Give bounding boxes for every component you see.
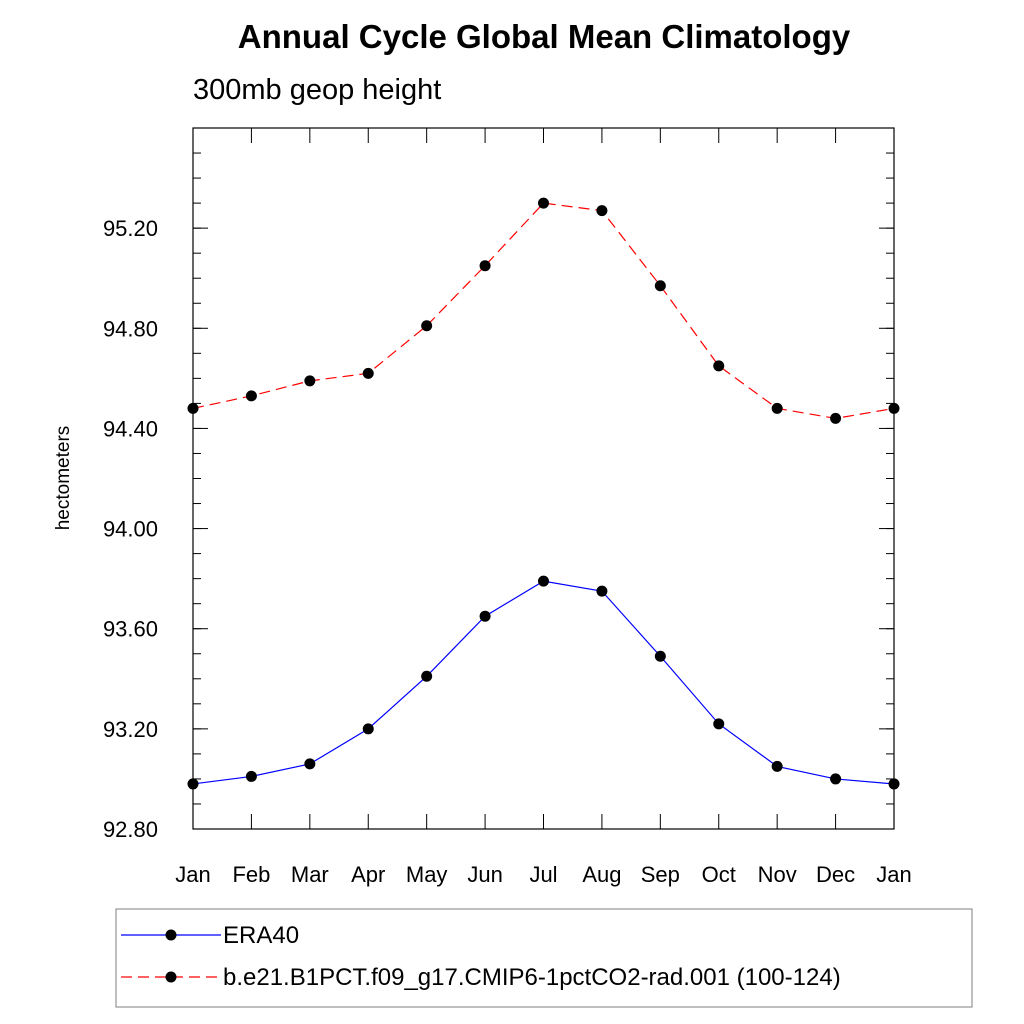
series-1-point [713, 360, 725, 372]
x-tick-label: Nov [758, 862, 797, 887]
y-axis-label: hectometers [53, 426, 74, 531]
series-1-point [830, 412, 842, 424]
series-line-1 [192, 202, 895, 420]
chart-title: Annual Cycle Global Mean Climatology [238, 18, 851, 55]
x-tick-label: Jan [876, 862, 911, 887]
x-tick-label: Dec [816, 862, 855, 887]
x-tick-label: Aug [582, 862, 621, 887]
series-1-point [654, 280, 666, 292]
series-1-point [479, 260, 491, 272]
y-tick-label: 93.20 [103, 717, 158, 742]
x-tick-label: Jun [467, 862, 502, 887]
series-0-point [830, 773, 842, 785]
x-tick-label: May [406, 862, 448, 887]
y-tick-label: 95.20 [103, 216, 158, 241]
legend-label-0: ERA40 [223, 922, 299, 949]
series-0-point [596, 585, 608, 597]
y-tick-label: 93.60 [103, 617, 158, 642]
series-1-point [538, 197, 549, 209]
series-1-point [771, 402, 783, 414]
legend-marker-1 [165, 971, 177, 983]
legend-label-1: b.e21.B1PCT.f09_g17.CMIP6-1pctCO2-rad.00… [223, 964, 841, 991]
series-1-point [362, 367, 374, 379]
series-0-point [362, 723, 374, 735]
series-0-point [187, 778, 199, 790]
series-0-point [304, 758, 316, 770]
series-0-point [538, 575, 549, 587]
series-0-point [479, 610, 491, 622]
x-tick-label: Feb [232, 862, 270, 887]
legend-box [115, 908, 973, 1008]
series-0-point [771, 760, 783, 772]
x-tick-label: Jul [529, 862, 557, 887]
x-tick-label: Mar [291, 862, 329, 887]
series-layer [187, 197, 900, 790]
y-tick-label: 92.80 [103, 817, 158, 842]
y-tick-label: 94.80 [103, 316, 158, 341]
series-1-point [304, 375, 316, 387]
plot-frame [192, 127, 895, 830]
legend-marker-0 [165, 929, 177, 941]
series-1-point [888, 402, 900, 414]
y-tick-label: 94.00 [103, 517, 158, 542]
chart-subtitle: 300mb geop height [193, 74, 441, 106]
series-1-point [245, 390, 257, 402]
series-0-point [654, 650, 666, 662]
series-0-point [421, 670, 433, 682]
series-1-point [596, 205, 608, 217]
series-1-point [187, 402, 199, 414]
series-1-point [421, 320, 433, 332]
x-tick-label: Oct [702, 862, 736, 887]
series-0-point [245, 770, 257, 782]
x-tick-label: Sep [641, 862, 680, 887]
x-tick-label: Jan [175, 862, 210, 887]
series-line-0 [192, 580, 895, 785]
x-tick-label: Apr [351, 862, 385, 887]
legend: ERA40 b.e21.B1PCT.f09_g17.CMIP6-1pctCO2-r… [121, 922, 841, 991]
axes: Jan Feb Mar Apr May Jun Jul Aug Sep Oct Nov Dec Jan 9… [103, 127, 912, 887]
series-0-point [888, 778, 900, 790]
series-0-point [713, 718, 725, 730]
y-tick-label: 94.40 [103, 416, 158, 441]
